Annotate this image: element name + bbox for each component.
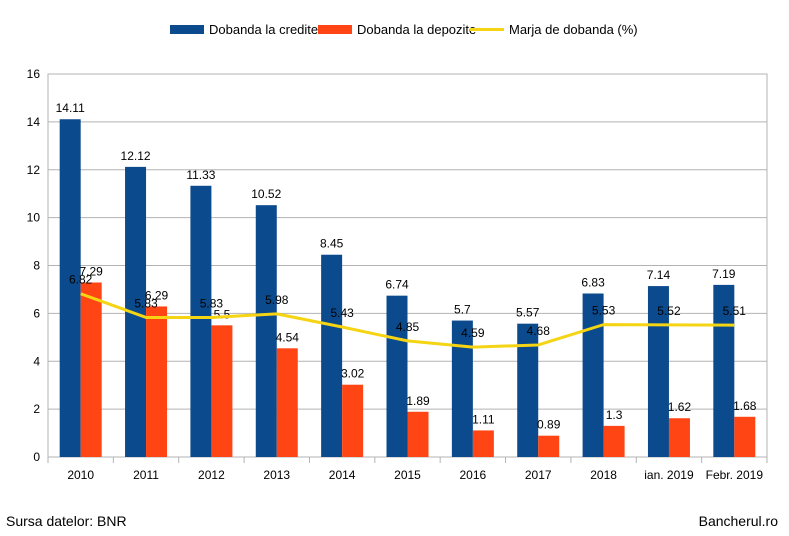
x-tick-label: 2013 (263, 468, 290, 482)
bar-depozite (211, 325, 233, 457)
bar-depozite (146, 306, 168, 457)
data-label-credite: 10.52 (251, 187, 281, 201)
x-tick-label: 2016 (460, 468, 487, 482)
data-label-credite: 7.19 (712, 267, 736, 281)
bar-depozite (472, 430, 494, 457)
bar-credite (321, 254, 343, 457)
data-label-depozite: 0.89 (537, 418, 561, 432)
bar-depozite (276, 348, 298, 457)
line-marja (80, 292, 735, 349)
bar-depozite (407, 411, 429, 457)
x-tick-label: ian. 2019 (644, 468, 694, 482)
bar-depozite (538, 435, 560, 457)
data-label-credite: 8.45 (320, 237, 344, 251)
data-label-depozite: 1.89 (406, 394, 430, 408)
bar-credite (517, 323, 539, 457)
y-tick-label: 2 (33, 402, 40, 416)
chart-legend: Dobanda la credite Dobanda la depozite M… (0, 22, 789, 42)
data-label-marja: 6.82 (69, 273, 93, 287)
legend-label-credite: Dobanda la credite (209, 22, 319, 37)
bar-depozite (603, 425, 625, 457)
x-tick-label: 2010 (67, 468, 94, 482)
bar-credite (713, 284, 735, 457)
data-label-marja: 5.53 (592, 304, 616, 318)
source-note: Sursa datelor: BNR (6, 513, 127, 529)
data-label-credite: 6.74 (385, 278, 409, 292)
data-label-marja: 4.68 (527, 324, 551, 338)
y-tick-label: 6 (33, 306, 40, 320)
y-tick-label: 4 (33, 354, 40, 368)
data-label-marja: 5.83 (200, 296, 224, 310)
x-tick-label: 2018 (590, 468, 617, 482)
data-label-credite: 12.12 (121, 149, 151, 163)
data-label-marja: 4.85 (396, 320, 420, 334)
y-tick-label: 14 (27, 115, 41, 129)
legend-item-depozite: Dobanda la depozite (318, 22, 476, 37)
data-label-depozite: 7.29 (80, 264, 104, 278)
bar-credite (190, 185, 212, 457)
y-tick-label: 10 (27, 211, 41, 225)
x-tick-label: 2015 (394, 468, 421, 482)
bar-credite (255, 205, 277, 457)
data-label-credite: 5.7 (454, 303, 471, 317)
legend-item-credite: Dobanda la credite (170, 22, 318, 37)
data-label-depozite: 1.62 (668, 400, 692, 414)
x-tick-label: 2012 (198, 468, 225, 482)
bar-credite (59, 119, 81, 457)
y-tick-label: 0 (33, 450, 40, 464)
bar-depozite (80, 282, 102, 457)
data-label-marja: 4.59 (461, 326, 485, 340)
data-label-marja: 5.43 (330, 306, 354, 320)
bar-credite (647, 286, 669, 457)
brand-label: Bancherul.ro (698, 513, 778, 529)
bar-credite (582, 293, 604, 457)
bar-depozite (734, 416, 756, 457)
data-label-depozite: 6.29 (145, 288, 169, 302)
data-label-marja: 5.51 (723, 304, 747, 318)
data-label-depozite: 1.68 (733, 399, 757, 413)
data-label-depozite: 1.11 (472, 412, 495, 426)
bar-credite (125, 166, 147, 457)
legend-swatch-depozite (318, 25, 352, 34)
y-tick-label: 16 (27, 67, 41, 81)
y-tick-label: 12 (27, 163, 41, 177)
data-label-depozite: 1.3 (606, 408, 623, 422)
legend-label-marja: Marja de dobanda (%) (509, 22, 638, 37)
data-label-marja: 5.98 (265, 293, 289, 307)
legend-swatch-marja (470, 28, 504, 31)
data-label-credite: 14.11 (56, 101, 85, 115)
bar-depozite (668, 418, 690, 457)
data-label-credite: 11.33 (186, 168, 215, 182)
data-label-marja: 5.83 (134, 296, 158, 310)
bar-credite (386, 295, 408, 457)
data-label-credite: 7.14 (647, 268, 671, 282)
x-tick-label: Febr. 2019 (706, 468, 764, 482)
x-tick-label: 2014 (329, 468, 356, 482)
legend-label-depozite: Dobanda la depozite (357, 22, 477, 37)
x-tick-label: 2017 (525, 468, 552, 482)
x-tick-label: 2011 (133, 468, 159, 482)
legend-item-marja: Marja de dobanda (%) (470, 22, 638, 37)
data-label-depozite: 4.54 (276, 330, 300, 344)
data-label-credite: 5.57 (516, 306, 540, 320)
data-label-credite: 6.83 (581, 276, 605, 290)
data-label-depozite: 3.02 (341, 367, 365, 381)
data-label-marja: 5.52 (657, 304, 681, 318)
y-tick-label: 8 (33, 259, 40, 273)
bar-credite (451, 320, 473, 457)
legend-swatch-credite (170, 25, 204, 34)
bar-depozite (342, 384, 364, 457)
